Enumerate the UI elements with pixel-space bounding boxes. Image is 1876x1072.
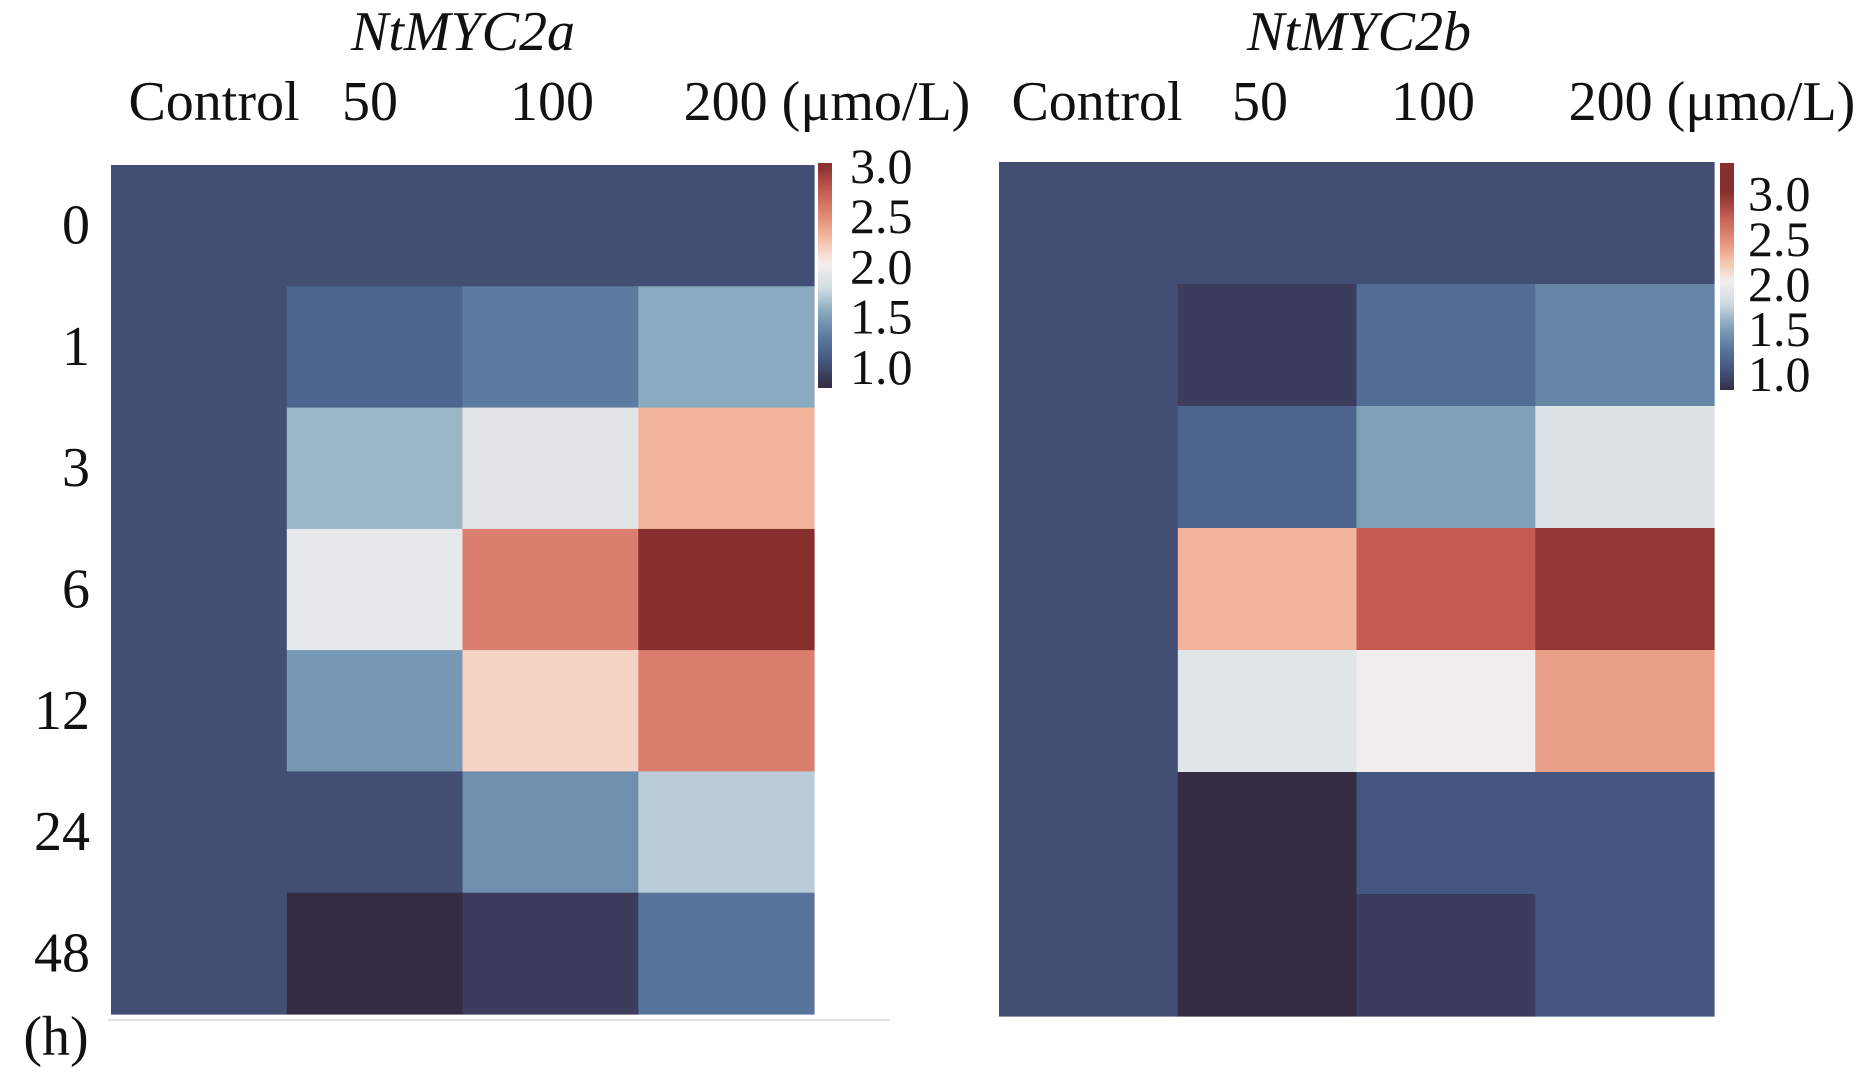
heatmap-cell bbox=[286, 165, 464, 287]
heatmap-cell bbox=[1535, 406, 1715, 529]
heatmap-cell bbox=[111, 650, 288, 772]
heatmap-cell bbox=[999, 406, 1179, 529]
heatmap-cell bbox=[999, 284, 1179, 407]
heatmap-cell bbox=[638, 286, 815, 409]
heatmap-cell bbox=[111, 892, 288, 1015]
column-label: 100 bbox=[510, 71, 594, 133]
heatmap-cell bbox=[999, 528, 1179, 651]
heatmap-cell bbox=[1356, 650, 1536, 773]
heatmap-cell bbox=[1535, 284, 1715, 407]
colorbar-tick-label: 2.0 bbox=[850, 239, 913, 295]
colorbar-tick-label: 3.0 bbox=[850, 138, 913, 194]
heatmap-cell bbox=[638, 650, 815, 772]
column-label: 200 (μmo/L) bbox=[684, 71, 971, 133]
heatmap-cell bbox=[111, 771, 288, 894]
heatmap-cell bbox=[999, 772, 1179, 895]
heatmap-cell bbox=[638, 892, 815, 1015]
heatmap-cell bbox=[1177, 284, 1358, 407]
column-label: 200 (μmo/L) bbox=[1569, 71, 1856, 133]
row-label: 3 bbox=[62, 437, 90, 499]
column-label: 50 bbox=[342, 71, 398, 133]
column-label: 50 bbox=[1232, 71, 1288, 133]
heatmap-cell bbox=[1356, 528, 1536, 651]
colorbar-tick-label: 2.5 bbox=[1748, 211, 1811, 267]
heatmap-cell bbox=[1356, 772, 1536, 895]
heatmap-cell bbox=[462, 771, 639, 894]
row-label: 1 bbox=[62, 316, 90, 378]
heatmap-cell bbox=[999, 650, 1179, 773]
row-label: 24 bbox=[34, 801, 90, 863]
heatmap-cell bbox=[462, 165, 639, 287]
heatmap-cell bbox=[1177, 772, 1358, 895]
heatmap-cell bbox=[1177, 162, 1358, 285]
colorbar-tick-label: 2.5 bbox=[850, 188, 913, 244]
heatmap-cell bbox=[462, 286, 639, 409]
heatmap-cell bbox=[1356, 284, 1536, 407]
heatmap-cell bbox=[462, 650, 639, 772]
heatmap-cell bbox=[1177, 894, 1358, 1017]
colorbar-tick-label: 1.0 bbox=[850, 339, 913, 395]
heatmap-cell bbox=[999, 162, 1179, 285]
heatmap-cell bbox=[111, 407, 288, 530]
colorbar-tick-label: 1.5 bbox=[850, 289, 913, 345]
chart-title: NtMYC2a bbox=[350, 1, 575, 63]
heatmap-cell bbox=[638, 528, 815, 651]
heatmap-cell bbox=[1535, 162, 1715, 285]
colorbar bbox=[818, 163, 832, 388]
row-label: 6 bbox=[62, 559, 90, 621]
heatmap-cell bbox=[1535, 528, 1715, 651]
heatmap-cell bbox=[286, 892, 464, 1015]
heatmap-cell bbox=[111, 165, 288, 287]
heatmap-panel-NtMYC2b: NtMYC2b Control 50 100 200 (μmo/L) 1.01.52.02… bbox=[999, 1, 1855, 1017]
heatmap-cell bbox=[1356, 406, 1536, 529]
heatmap-cell bbox=[1356, 162, 1536, 285]
colorbar-tick-label: 3.0 bbox=[1748, 166, 1811, 222]
colorbar-tick-label: 2.0 bbox=[1748, 256, 1811, 312]
heatmap-cell bbox=[111, 286, 288, 409]
heatmap-cell bbox=[462, 892, 639, 1015]
row-unit-label: (h) bbox=[23, 1006, 88, 1068]
heatmap-cell bbox=[1177, 650, 1358, 773]
heatmap-cell bbox=[1177, 406, 1358, 529]
heatmap-cell bbox=[286, 528, 464, 651]
heatmap-cell bbox=[286, 650, 464, 772]
heatmap-cell bbox=[111, 528, 288, 651]
heatmap-cell bbox=[638, 407, 815, 530]
column-label: Control bbox=[128, 71, 299, 133]
heatmap-cell bbox=[638, 771, 815, 894]
row-label: 48 bbox=[34, 922, 90, 984]
heatmap-cell bbox=[286, 407, 464, 530]
heatmap-cell bbox=[999, 894, 1179, 1017]
heatmap-cell bbox=[286, 286, 464, 409]
heatmap-panel-NtMYC2a: NtMYC2a Control 50 100 200 (μmo/L) 0 1 3 6 12 24 48… bbox=[23, 1, 970, 1068]
colorbar-tick-label: 1.0 bbox=[1748, 346, 1811, 402]
column-label: Control bbox=[1011, 71, 1182, 133]
heatmap-cell bbox=[1535, 650, 1715, 773]
heatmap-cell bbox=[1535, 772, 1715, 895]
heatmap-cell bbox=[1356, 894, 1536, 1017]
chart-title: NtMYC2b bbox=[1246, 1, 1471, 63]
column-label: 100 bbox=[1391, 71, 1475, 133]
heatmap-cell bbox=[1535, 894, 1715, 1017]
heatmap-cell bbox=[286, 771, 464, 894]
heatmap-cell bbox=[462, 528, 639, 651]
colorbar bbox=[1720, 163, 1734, 390]
row-label: 12 bbox=[34, 680, 90, 742]
heatmap-cell bbox=[1177, 528, 1358, 651]
row-label: 0 bbox=[62, 195, 90, 257]
heatmap-cell bbox=[462, 407, 639, 530]
heatmap-cell bbox=[638, 165, 815, 287]
colorbar-tick-label: 1.5 bbox=[1748, 301, 1811, 357]
